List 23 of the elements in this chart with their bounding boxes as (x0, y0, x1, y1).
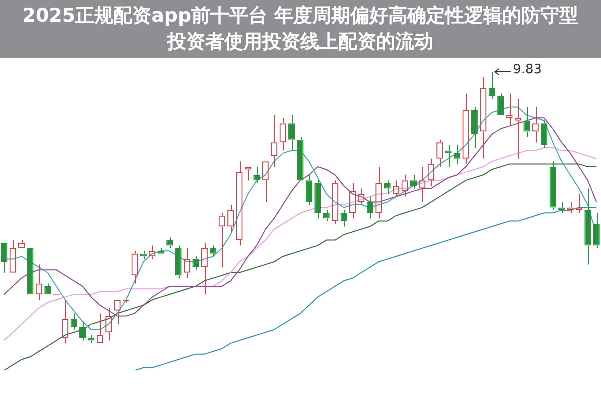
candlestick (445, 144, 452, 168)
candlestick (541, 120, 548, 149)
candlestick (558, 202, 566, 214)
candlestick (498, 93, 504, 116)
candlestick (1, 243, 8, 274)
candlestick (306, 174, 312, 206)
candlestick (454, 144, 461, 165)
annotation: 9.83 (513, 62, 542, 78)
candlestick (210, 245, 217, 258)
candlestick (593, 212, 600, 249)
chart-title: 2025正规配资app前十平台 年度周期偏好高确定性逻辑的防守型投资者使用投资线上配资的流动 (0, 0, 601, 58)
candlestick (314, 180, 322, 220)
candlestick (297, 136, 304, 181)
candlestick (175, 245, 182, 279)
candlestick (288, 114, 296, 152)
candlestick (323, 210, 330, 222)
candlestick (471, 106, 478, 149)
candlestick (254, 166, 260, 184)
candlestick (584, 188, 592, 266)
candlestick (550, 161, 556, 211)
candlestick (488, 72, 496, 100)
candlestick (158, 248, 164, 254)
candlestick (340, 210, 348, 228)
